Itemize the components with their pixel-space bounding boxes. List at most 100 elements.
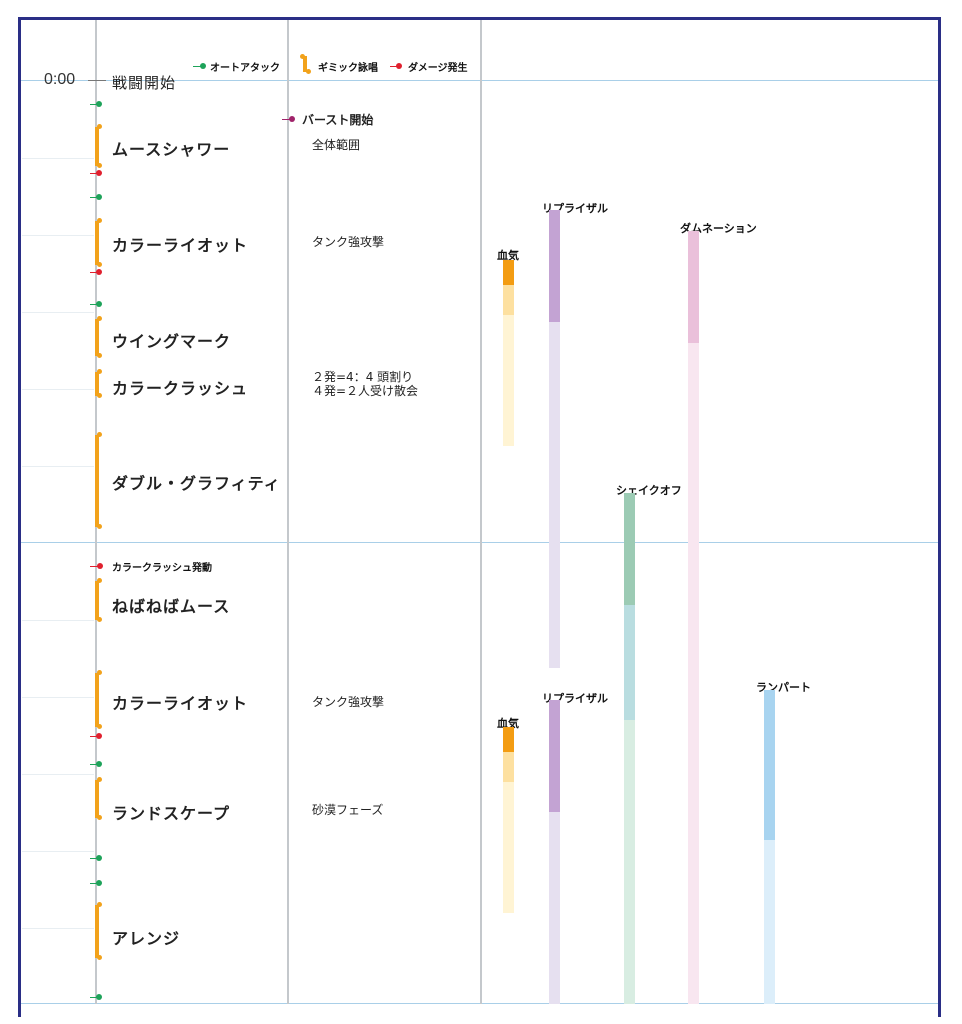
time-tick <box>22 774 94 775</box>
auto-attack-icon <box>96 761 102 767</box>
auto-attack-line <box>90 197 98 198</box>
mechanic-name: ダブル・グラフィティ <box>112 474 281 493</box>
gimmick-cast-bar <box>95 673 99 727</box>
damage-line <box>90 272 98 273</box>
gimmick-endpoint-icon <box>97 218 102 223</box>
gimmick-endpoint-icon <box>97 316 102 321</box>
cooldown-mid <box>503 260 514 315</box>
mechanic-note: タンク強攻撃 <box>312 695 385 709</box>
auto-attack-line <box>90 997 98 998</box>
mechanic-name: カラーライオット <box>112 236 249 255</box>
gimmick-endpoint-icon <box>97 815 102 820</box>
damage-icon <box>96 170 102 176</box>
cooldown-active <box>688 231 699 343</box>
gimmick-endpoint-icon <box>97 524 102 529</box>
gimmick-endpoint-icon <box>97 369 102 374</box>
damage-icon <box>396 63 402 69</box>
gimmick-endpoint-icon <box>97 124 102 129</box>
burst-note: 全体範囲 <box>312 138 361 152</box>
time-tick <box>22 851 94 852</box>
auto-attack-line <box>90 304 98 305</box>
damage-line <box>90 173 98 174</box>
gimmick-endpoint-icon <box>97 724 102 729</box>
gimmick-endpoint-icon <box>97 902 102 907</box>
gimmick-endpoint-icon <box>97 578 102 583</box>
damage-line <box>90 736 98 737</box>
cooldown-active <box>549 700 560 812</box>
cooldown-faint <box>503 727 514 913</box>
gimmick-cast-bar <box>95 372 99 396</box>
cooldown-active <box>549 210 560 322</box>
mechanic-note: ２発=4：4 頭割り ４発=２人受け散会 <box>312 370 419 398</box>
burst-label: バースト開始 <box>302 113 374 127</box>
legend-gimmick: ギミック詠唱 <box>318 63 378 74</box>
mechanic-name: ムースシャワー <box>112 140 231 159</box>
gimmick-cast-bar <box>95 435 99 527</box>
legend-damage: ダメージ発生 <box>408 63 468 74</box>
gimmick-icon-top <box>300 54 305 59</box>
gimmick-endpoint-icon <box>97 262 102 267</box>
cooldown-faint <box>688 231 699 1004</box>
auto-attack-icon <box>96 301 102 307</box>
cooldown-label: 血気 <box>497 249 519 262</box>
cooldown-active <box>503 727 514 752</box>
auto-attack-line <box>90 764 98 765</box>
auto-attack-line <box>90 883 98 884</box>
mechanic-note: タンク強攻撃 <box>312 235 385 249</box>
time-tick <box>22 620 94 621</box>
gimmick-cast-bar <box>95 905 99 958</box>
gimmick-cast-bar <box>95 780 99 818</box>
time-tick <box>22 235 94 236</box>
auto-attack-icon <box>96 194 102 200</box>
row-divider <box>21 542 938 543</box>
cooldown-active <box>503 260 514 285</box>
damage-icon <box>97 563 103 569</box>
time-tick <box>22 466 94 467</box>
legend-damage-line <box>390 66 400 67</box>
auto-attack-icon <box>96 855 102 861</box>
cooldown-label: 血気 <box>497 717 519 730</box>
legend-auto-attack: オートアタック <box>210 63 280 74</box>
auto-attack-icon <box>96 994 102 1000</box>
auto-attack-line <box>90 858 98 859</box>
auto-attack-icon <box>96 880 102 886</box>
cooldown-mid <box>624 493 635 720</box>
gimmick-endpoint-icon <box>97 670 102 675</box>
auto-attack-icon <box>96 101 102 107</box>
cooldown-faint <box>549 700 560 1004</box>
cooldown-faint <box>764 690 775 1004</box>
start-tick <box>88 80 106 81</box>
row-divider <box>21 80 938 81</box>
timeline-frame <box>18 17 941 1017</box>
burst-line <box>282 119 292 120</box>
gimmick-endpoint-icon <box>97 617 102 622</box>
mechanic-name: ウイングマーク <box>112 332 232 351</box>
start-time: 0:00 <box>44 71 76 88</box>
gimmick-endpoint-icon <box>97 777 102 782</box>
row-divider <box>21 1003 938 1004</box>
cooldown-active <box>624 493 635 605</box>
cooldown-mid <box>503 727 514 782</box>
column-divider <box>480 20 482 1004</box>
time-tick <box>22 312 94 313</box>
gimmick-cast-bar <box>95 221 99 265</box>
auto-attack-icon <box>200 63 206 69</box>
gimmick-endpoint-icon <box>97 432 102 437</box>
trigger-label: カラークラッシュ発動 <box>112 563 212 574</box>
gimmick-endpoint-icon <box>97 163 102 168</box>
gimmick-endpoint-icon <box>97 353 102 358</box>
gimmick-cast-bar <box>95 319 99 356</box>
damage-icon <box>96 269 102 275</box>
cooldown-faint <box>549 210 560 668</box>
damage-icon <box>96 733 102 739</box>
mechanic-name: カラーライオット <box>112 694 249 713</box>
mechanic-name: ランドスケープ <box>112 804 231 823</box>
burst-icon <box>289 116 295 122</box>
gimmick-icon-bottom <box>306 69 311 74</box>
gimmick-icon <box>303 56 307 72</box>
mechanic-name: カラークラッシュ <box>112 379 249 398</box>
cooldown-active <box>764 690 775 840</box>
start-label: 戦闘開始 <box>112 74 177 92</box>
time-tick <box>22 158 94 159</box>
time-tick <box>22 928 94 929</box>
